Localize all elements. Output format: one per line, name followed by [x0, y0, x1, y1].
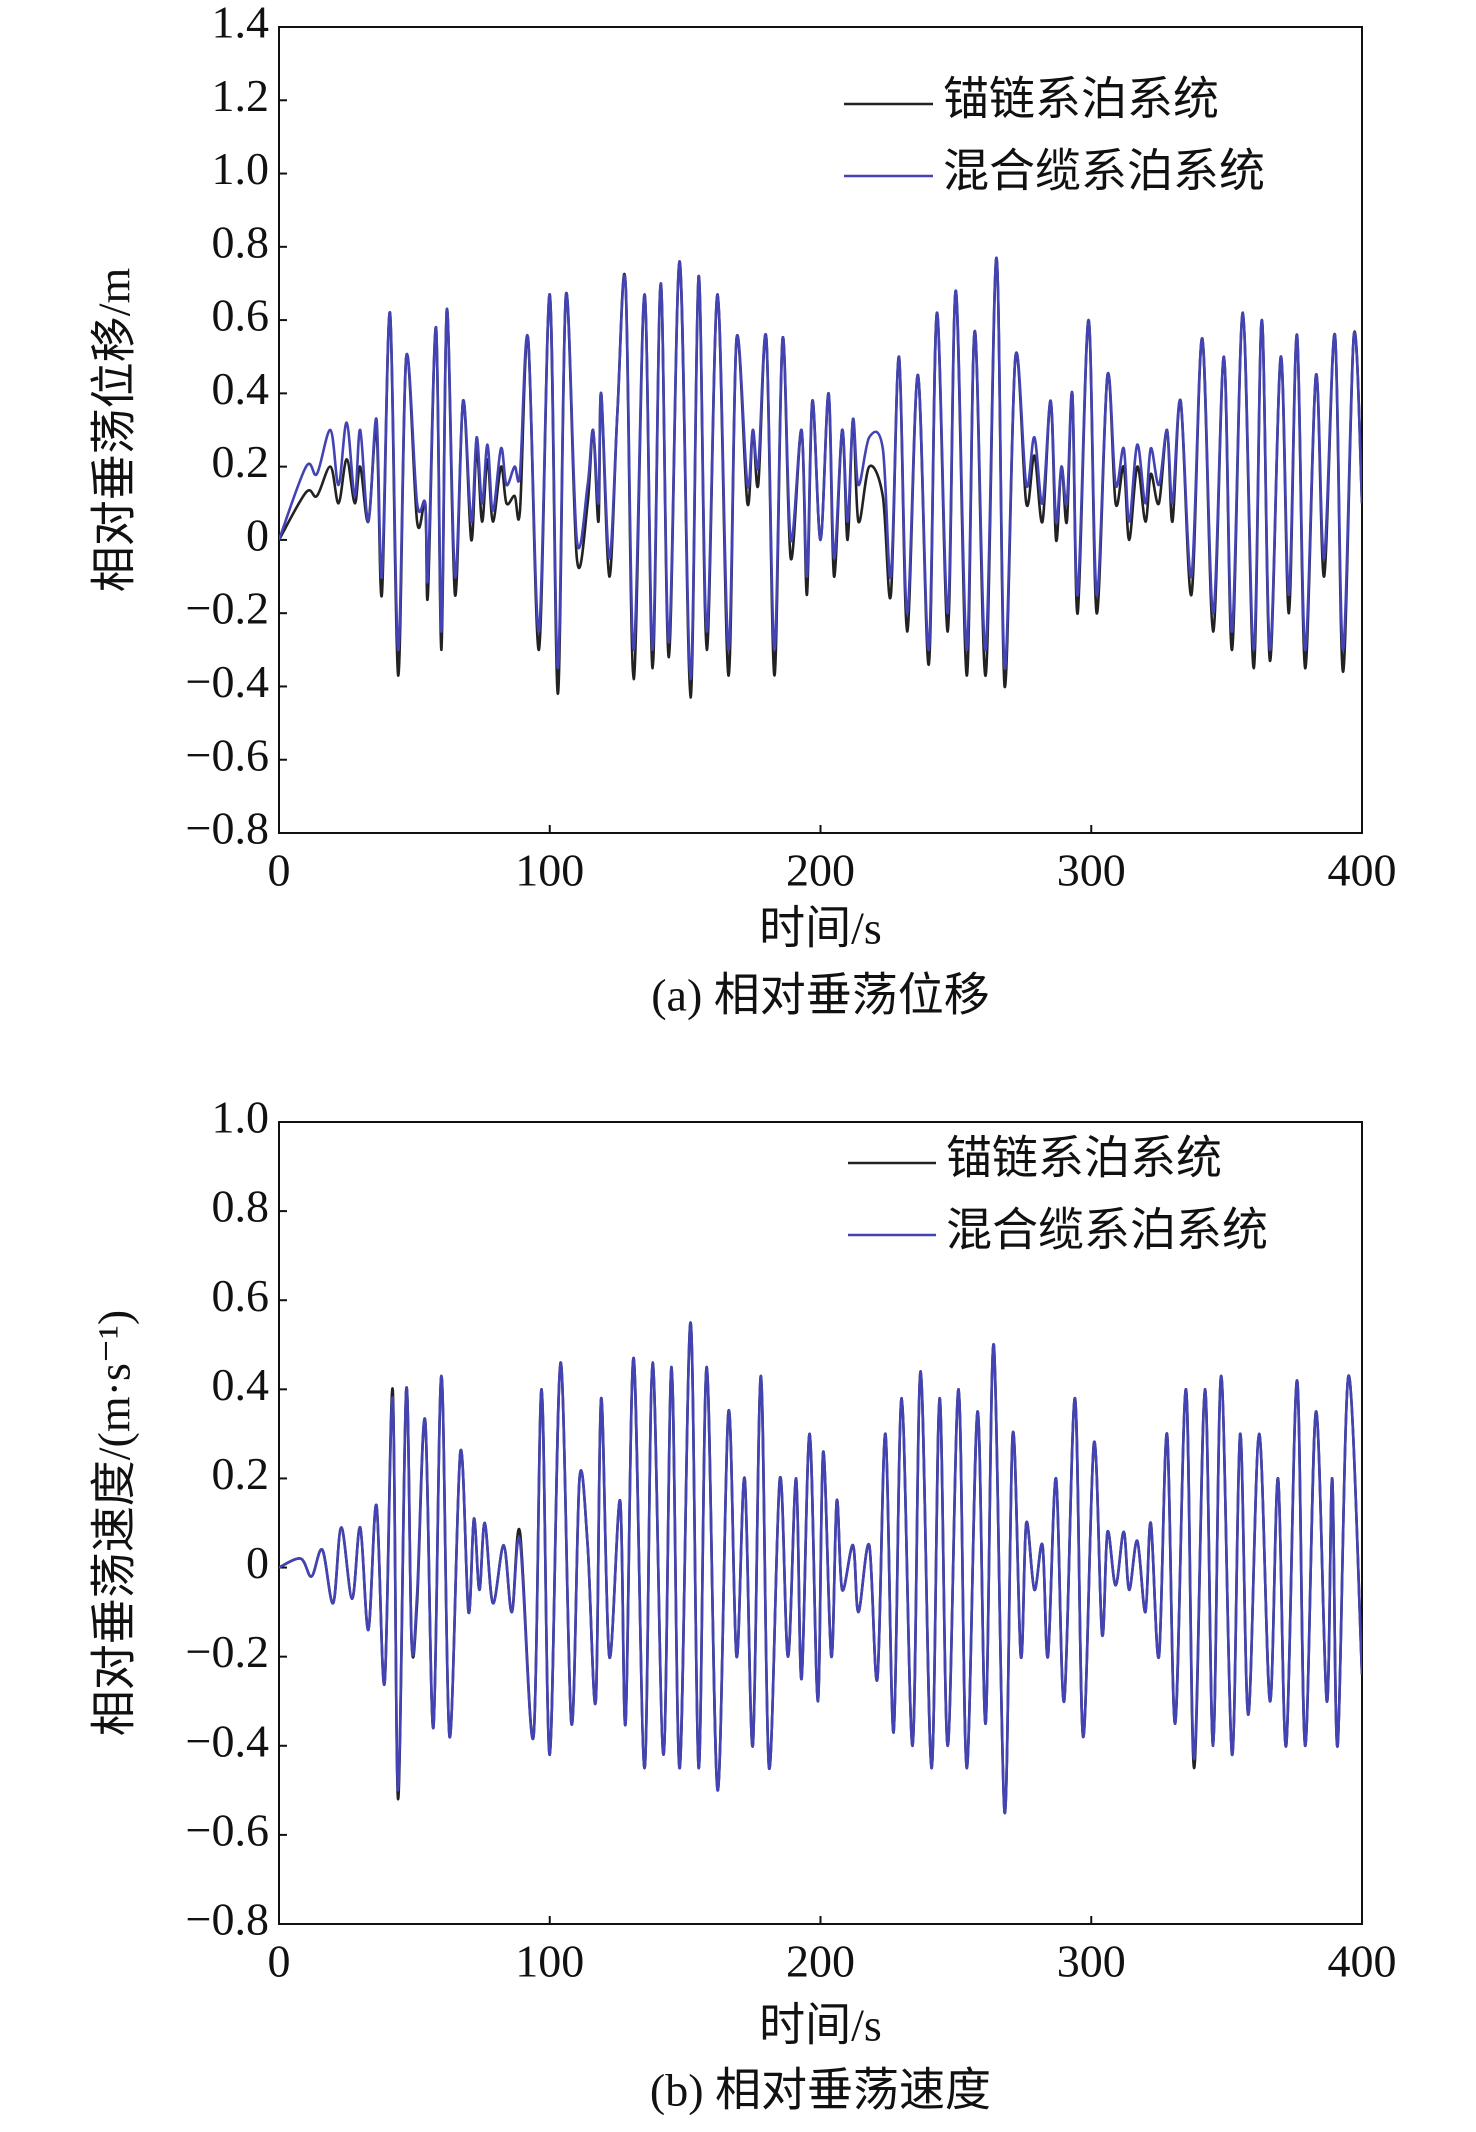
y-tick-label: −0.8: [186, 1894, 269, 1945]
x-tick-label: 100: [515, 845, 584, 896]
y-tick-label: 0: [246, 509, 269, 560]
x-tick-label: 400: [1328, 1936, 1397, 1987]
legend-label: 混合缆系泊系统: [946, 1205, 1268, 1256]
x-tick-label: 400: [1328, 845, 1397, 896]
y-tick-label: 0.2: [212, 1448, 270, 1499]
y-axis-label: 相对垂荡位移/m: [89, 268, 140, 593]
y-tick-label: 1.2: [212, 70, 270, 121]
y-tick-label: −0.8: [186, 803, 269, 854]
x-axis-label: 时间/s: [759, 2000, 882, 2051]
y-tick-label: 0.8: [212, 216, 270, 267]
x-tick-label: 200: [786, 1936, 855, 1987]
y-tick-label: −0.6: [186, 729, 269, 780]
y-tick-label: 0.4: [212, 363, 270, 414]
y-tick-label: 0.4: [212, 1359, 270, 1410]
y-tick-label: 1.0: [212, 143, 270, 194]
x-tick-label: 0: [268, 845, 291, 896]
x-tick-label: 200: [786, 845, 855, 896]
y-axis-label: 相对垂荡速度/(m·s⁻¹): [89, 1310, 140, 1737]
y-tick-label: 0.6: [212, 1270, 270, 1321]
x-tick-label: 100: [515, 1936, 584, 1987]
x-tick-label: 300: [1057, 1936, 1126, 1987]
y-tick-label: −0.4: [186, 656, 269, 707]
legend-label: 锚链系泊系统: [943, 74, 1219, 125]
data-line: [279, 256, 1362, 681]
y-tick-label: 1.4: [212, 0, 270, 48]
x-tick-label: 0: [268, 1936, 291, 1987]
y-tick-label: −0.4: [186, 1715, 269, 1766]
x-tick-label: 300: [1057, 845, 1126, 896]
chart: −0.8 −0.6 −0.4 −0.2 0 0.2 0.4 0.6 0.8 1.0 0 100 200 3…: [89, 1092, 1397, 2116]
x-axis-label: 时间/s: [759, 903, 882, 954]
y-tick-label: 0.2: [212, 436, 270, 487]
y-tick-label: 0.8: [212, 1181, 270, 1232]
chart-title: (b) 相对垂荡速度: [650, 2065, 991, 2116]
chart: −0.8 −0.6 −0.4 −0.2 0 0.2 0.4 0.6 0.8 1.0 1.2 1.4 0 1…: [89, 0, 1397, 1021]
y-tick-label: −0.2: [186, 1626, 269, 1677]
legend-label: 混合缆系泊系统: [943, 146, 1265, 197]
y-tick-label: −0.6: [186, 1804, 269, 1855]
y-tick-label: 0.6: [212, 290, 270, 341]
y-tick-label: −0.2: [186, 583, 269, 634]
data-line: [279, 1321, 1362, 1814]
y-tick-label: 1.0: [212, 1092, 270, 1143]
y-tick-label: 0: [246, 1537, 269, 1588]
chart-title: (a) 相对垂荡位移: [651, 970, 990, 1021]
legend-label: 锚链系泊系统: [946, 1133, 1222, 1184]
